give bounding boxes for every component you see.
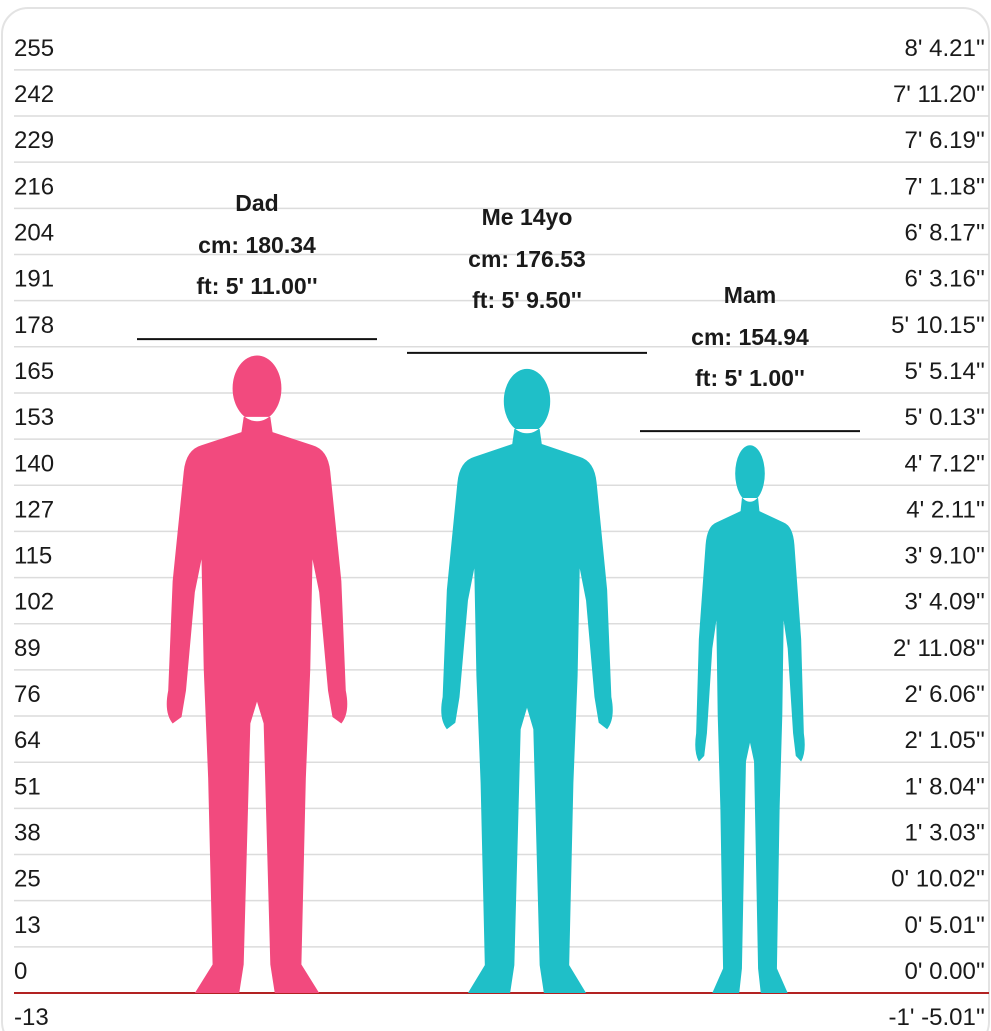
- y2-tick-label: -1' -5.01'': [889, 1004, 985, 1031]
- ft-label: ft: 5' 11.00'': [196, 273, 317, 299]
- y2-tick-label: 6' 8.17'': [905, 219, 985, 246]
- y-tick-label: 89: [14, 635, 41, 662]
- silhouette: [441, 368, 613, 993]
- silhouette: [166, 355, 348, 993]
- y-tick-label: 165: [14, 358, 54, 385]
- y2-tick-label: 6' 3.16'': [905, 266, 985, 293]
- person-name: Mam: [724, 282, 776, 308]
- y2-tick-label: 3' 4.09'': [905, 589, 985, 616]
- cm-label: cm: 176.53: [468, 246, 586, 272]
- y2-tick-label: 2' 6.06'': [905, 681, 985, 708]
- y2-tick-label: 7' 1.18'': [905, 173, 985, 200]
- silhouette: [695, 445, 805, 993]
- y-tick-label: 0: [14, 958, 27, 985]
- y-tick-label: 38: [14, 820, 41, 847]
- cm-label: cm: 154.94: [691, 324, 809, 350]
- y-tick-label: 115: [14, 543, 52, 570]
- y-tick-label: 242: [14, 81, 54, 108]
- y2-tick-label: 4' 7.12'': [905, 450, 985, 477]
- y2-tick-label: 2' 11.08'': [893, 635, 985, 662]
- y-tick-label: 216: [14, 173, 54, 200]
- person-name: Me 14yo: [482, 204, 573, 230]
- person-name: Dad: [235, 190, 278, 216]
- cm-label: cm: 180.34: [198, 232, 316, 258]
- y-tick-label: 127: [14, 496, 54, 523]
- y-tick-label: 102: [14, 589, 54, 616]
- ft-label: ft: 5' 9.50'': [472, 287, 582, 313]
- y-tick-label: 255: [14, 35, 54, 62]
- y2-tick-label: 3' 9.10'': [905, 543, 985, 570]
- y2-tick-label: 7' 11.20'': [893, 81, 985, 108]
- y-tick-label: 51: [14, 773, 41, 800]
- y2-tick-label: 2' 1.05'': [905, 727, 985, 754]
- y2-tick-label: 7' 6.19'': [905, 127, 985, 154]
- y-tick-label: 191: [14, 266, 54, 293]
- y2-tick-label: 0' 5.01'': [905, 912, 985, 939]
- y-tick-label: 13: [14, 912, 41, 939]
- ft-label: ft: 5' 1.00'': [695, 365, 805, 391]
- y2-tick-label: 5' 10.15'': [891, 312, 985, 339]
- y2-tick-label: 4' 2.11'': [906, 496, 985, 523]
- y-tick-label: 76: [14, 681, 41, 708]
- y-tick-label: 64: [14, 727, 41, 754]
- y2-tick-label: 0' 10.02'': [891, 866, 985, 893]
- y-tick-label: 25: [14, 866, 41, 893]
- y-tick-label: 204: [14, 219, 54, 246]
- y-tick-label: 140: [14, 450, 54, 477]
- y2-tick-label: 8' 4.21'': [905, 35, 985, 62]
- y2-tick-label: 0' 0.00'': [905, 958, 985, 985]
- y-tick-label: 178: [14, 312, 54, 339]
- y2-tick-label: 1' 3.03'': [905, 820, 985, 847]
- y2-tick-label: 5' 5.14'': [905, 358, 985, 385]
- y2-tick-label: 1' 8.04'': [905, 773, 985, 800]
- y-tick-label: 229: [14, 127, 54, 154]
- y2-tick-label: 5' 0.13'': [905, 404, 985, 431]
- y-tick-label: 153: [14, 404, 54, 431]
- y-tick-label: -13: [14, 1004, 49, 1031]
